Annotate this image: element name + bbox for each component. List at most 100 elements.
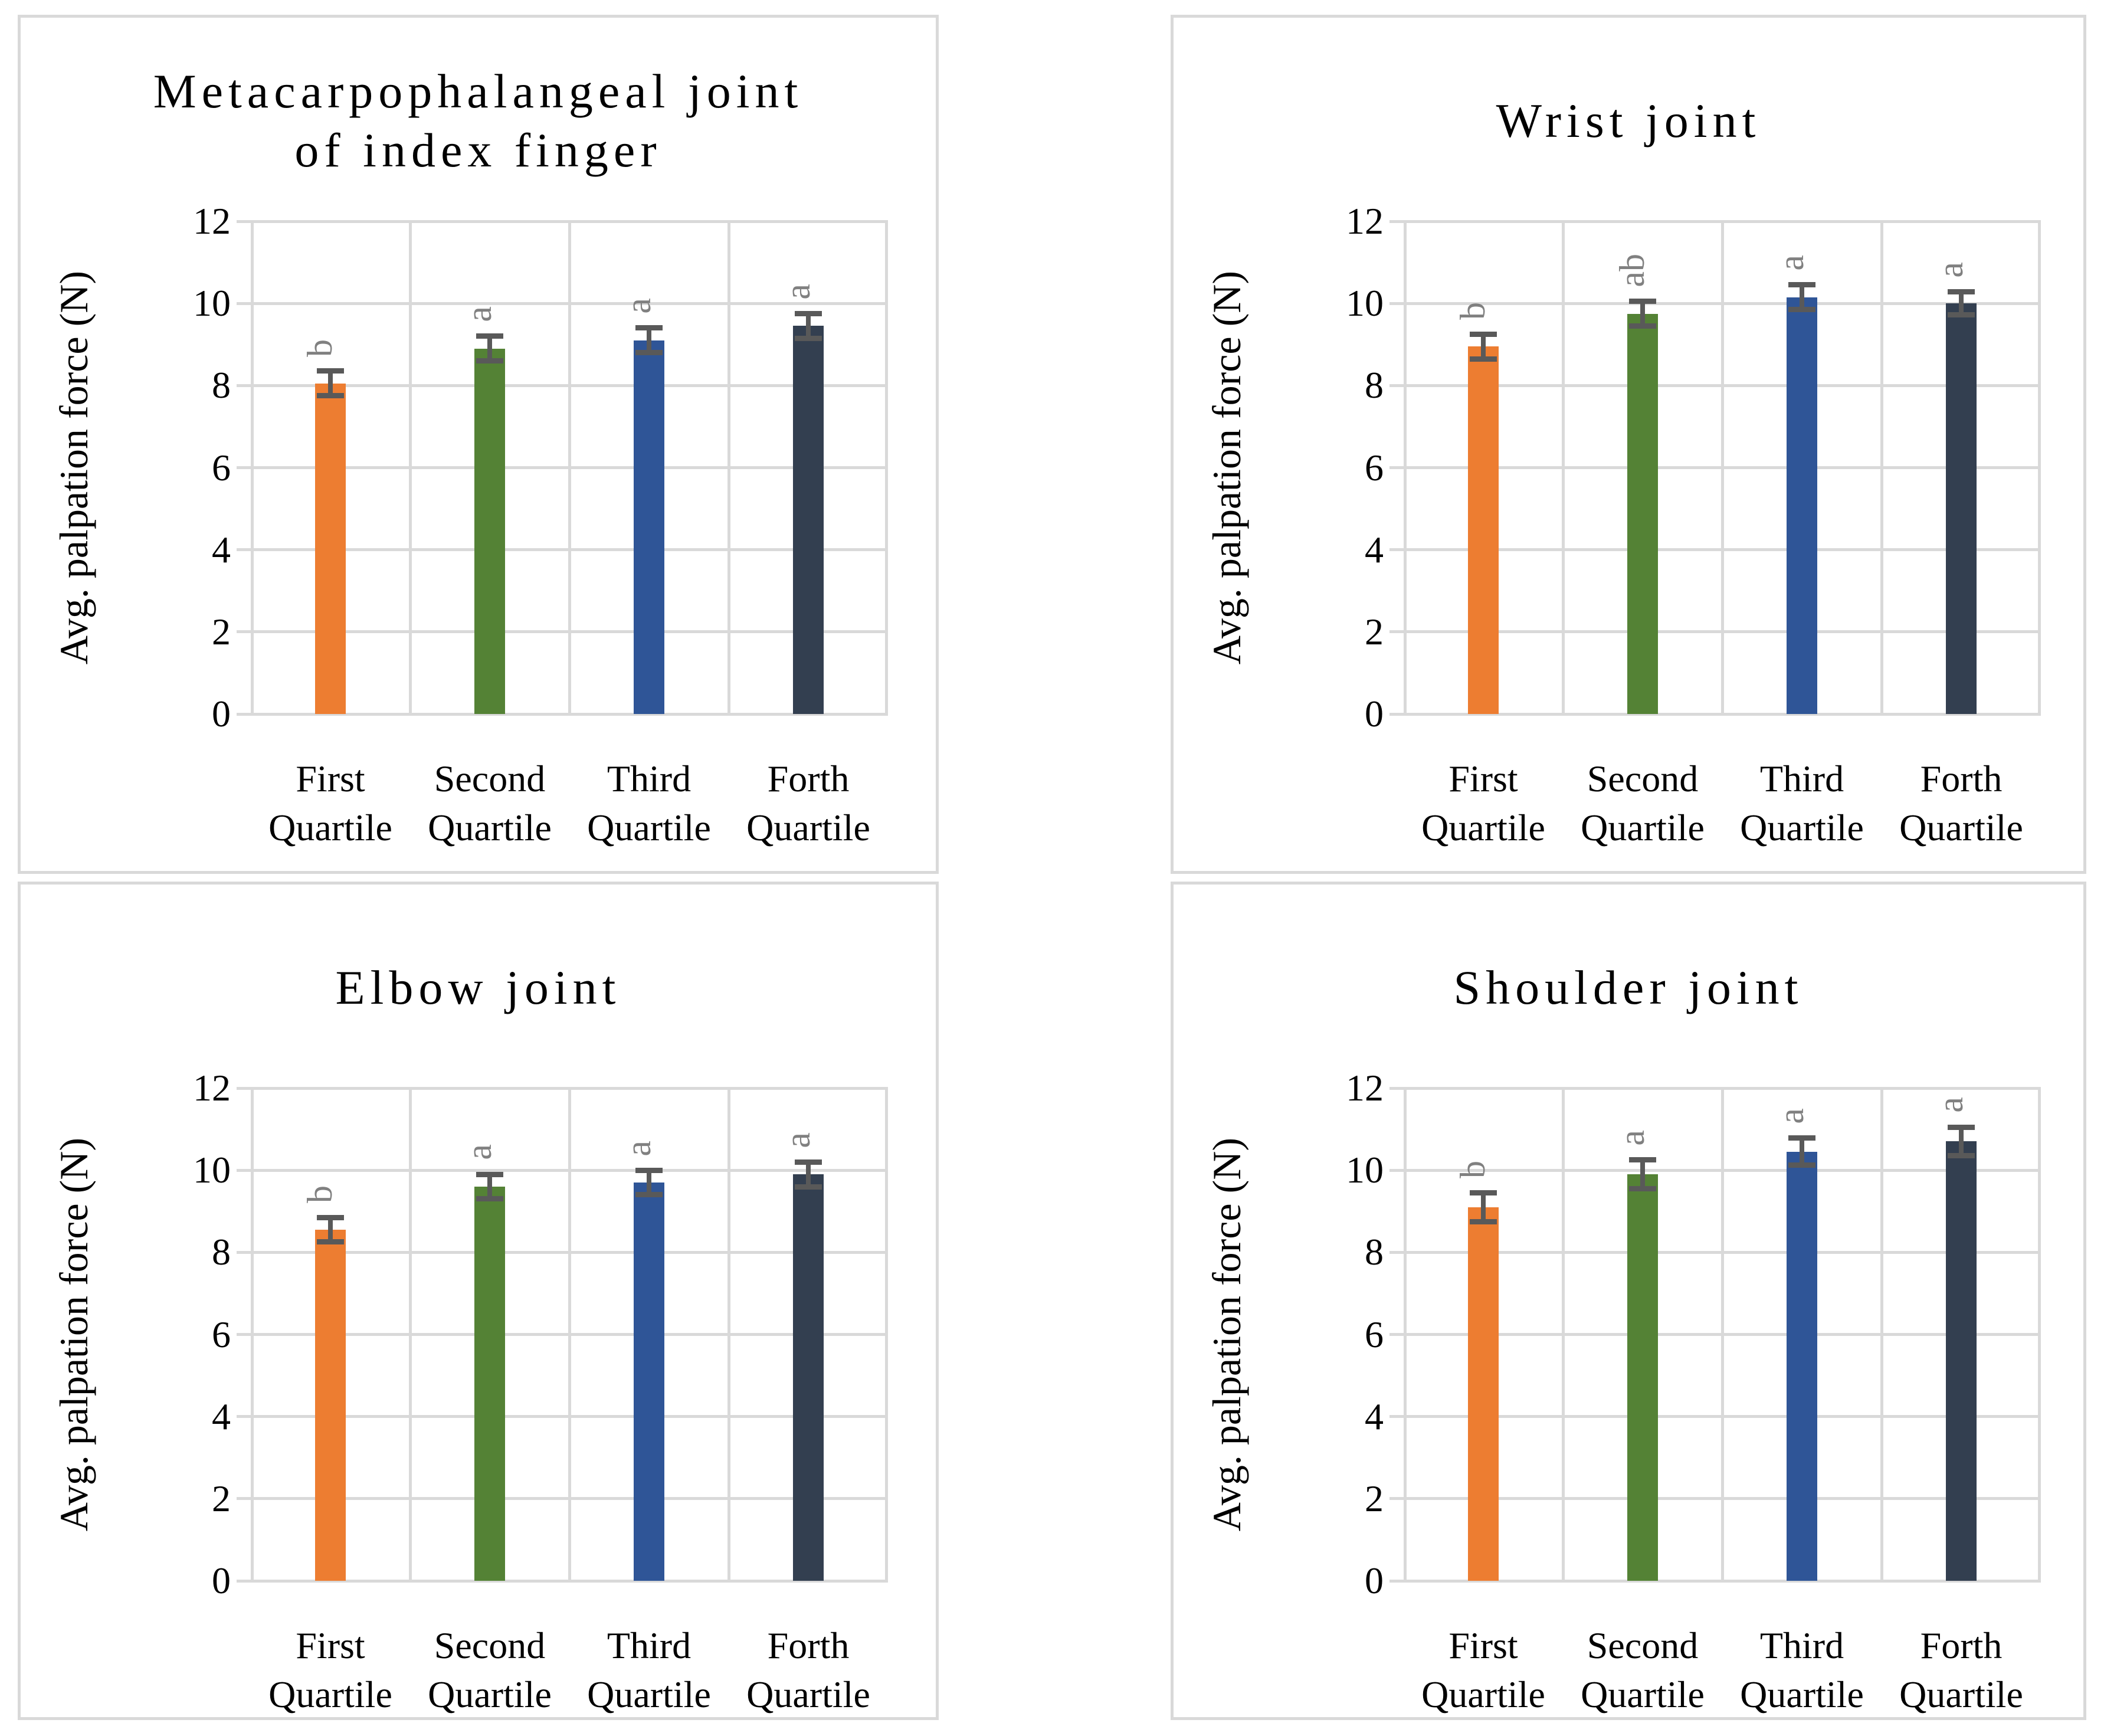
y-tick-mark: [1389, 712, 1407, 716]
v-gridline: [2038, 1088, 2041, 1581]
error-bar-line: [1959, 1127, 1964, 1156]
x-category-label: Forth Quartile: [1882, 1621, 2041, 1719]
x-category-label-line: Forth: [1920, 758, 2003, 800]
y-tick-label: 10: [1346, 282, 1384, 325]
v-gridline: [568, 1088, 571, 1581]
y-tick-label: 6: [212, 1313, 231, 1355]
y-tick-mark: [237, 1333, 254, 1336]
error-bar-cap-bottom: [317, 393, 344, 399]
chart-panel-shoulder: Shoulder joint Avg. palpation force (N) …: [1171, 882, 2086, 1720]
x-category-label-line: First: [1448, 758, 1518, 800]
y-tick-label: 8: [1365, 1231, 1384, 1273]
error-bar-cap-top: [1788, 1135, 1815, 1141]
x-category-label-line: Third: [1759, 758, 1844, 800]
y-tick-label: 6: [1365, 446, 1384, 489]
y-tick-mark: [237, 302, 254, 305]
x-category-label-line: Second: [434, 758, 546, 800]
x-category-label-line: Quartile: [1581, 807, 1705, 849]
y-tick-label: 2: [212, 610, 231, 653]
significance-letter: a: [778, 1132, 817, 1148]
error-bar-cap-top: [476, 1171, 503, 1177]
x-category-label-line: Quartile: [1899, 807, 2023, 849]
error-bar-line: [1959, 291, 1964, 315]
significance-letter: a: [460, 306, 499, 322]
bar-third-quartile: [1787, 297, 1817, 714]
bar-first-quartile: [315, 1230, 346, 1581]
h-gridline: [1404, 1579, 2041, 1583]
y-tick-mark: [237, 548, 254, 552]
error-bar-cap-top: [635, 325, 663, 331]
chart-title-line: Metacarpophalangeal joint: [153, 64, 804, 118]
significance-letter: a: [1772, 255, 1811, 271]
error-bar-cap-bottom: [317, 1239, 344, 1245]
error-bar-cap-top: [317, 368, 344, 374]
plot-area: b a a a: [237, 220, 888, 716]
x-category-label: Second Quartile: [1563, 1621, 1722, 1719]
x-category-label-line: Third: [607, 758, 691, 800]
error-bar-line: [1640, 1159, 1645, 1189]
y-tick-label: 12: [193, 1067, 231, 1109]
error-bar-cap-top: [1470, 1190, 1497, 1195]
y-tick-label: 10: [1346, 1149, 1384, 1191]
v-gridline: [1720, 221, 1724, 714]
x-category-label: First Quartile: [251, 754, 410, 852]
bar-first-quartile: [315, 383, 346, 714]
bar-forth-quartile: [793, 326, 824, 714]
bar-second-quartile: [474, 1187, 505, 1581]
y-tick-mark: [237, 1250, 254, 1254]
y-tick-label: 6: [212, 446, 231, 489]
error-bar-cap-bottom: [1948, 312, 1975, 318]
v-gridline: [568, 221, 571, 714]
error-bar-line: [1481, 334, 1486, 359]
y-tick-mark: [237, 1497, 254, 1501]
x-category-label: Third Quartile: [569, 754, 729, 852]
significance-letter: a: [460, 1144, 499, 1161]
significance-letter: a: [1931, 1097, 1970, 1113]
error-bar-line: [487, 1174, 492, 1199]
significance-letter: b: [1453, 1161, 1492, 1179]
x-category-label-line: Quartile: [587, 1673, 711, 1716]
y-axis-line: [251, 1088, 254, 1581]
error-bar-cap-bottom: [635, 350, 663, 356]
y-tick-label: 4: [1365, 1395, 1384, 1437]
y-tick-mark: [1389, 1415, 1407, 1419]
y-tick-mark: [1389, 1579, 1407, 1583]
error-bar-cap-top: [1629, 299, 1656, 304]
error-bar-cap-bottom: [1629, 323, 1656, 329]
y-tick-label: 0: [212, 1560, 231, 1601]
plot-area: b a a a: [1389, 1086, 2041, 1583]
error-bar-cap-top: [317, 1214, 344, 1220]
x-category-label-line: Quartile: [428, 1673, 552, 1716]
y-axis-line: [1404, 1088, 1407, 1581]
plot-area: b a a a: [237, 1086, 888, 1583]
chart-title: Elbow joint: [21, 896, 936, 1079]
x-category-label-line: Quartile: [268, 1673, 392, 1716]
chart-title-line: of index finger: [294, 123, 662, 177]
error-bar-line: [806, 1162, 811, 1187]
x-category-label-line: First: [296, 758, 365, 800]
error-bar-cap-top: [1948, 1124, 1975, 1130]
v-gridline: [1720, 1088, 1724, 1581]
x-category-label: Third Quartile: [1722, 754, 1882, 852]
chart-title-line: Wrist joint: [1496, 93, 1761, 148]
chart-panel-wrist: Wrist joint Avg. palpation force (N) b ab…: [1171, 15, 2086, 874]
bar-third-quartile: [634, 340, 664, 714]
y-tick-label: 10: [193, 282, 231, 325]
error-bar-cap-top: [1629, 1157, 1656, 1163]
y-tick-mark: [1389, 1168, 1407, 1172]
x-category-label: First Quartile: [1404, 1621, 1563, 1719]
x-category-label-line: Second: [1587, 758, 1699, 800]
h-gridline: [251, 712, 888, 716]
v-gridline: [1561, 1088, 1565, 1581]
chart-title: Wrist joint: [1174, 30, 2083, 212]
y-tick-mark: [1389, 302, 1407, 305]
significance-letter: a: [619, 298, 658, 314]
y-tick-label: 0: [1365, 1560, 1384, 1601]
x-category-label-line: Second: [1587, 1624, 1699, 1666]
y-axis-line: [1404, 221, 1407, 714]
chart-title: Shoulder joint: [1174, 896, 2083, 1079]
y-tick-mark: [237, 712, 254, 716]
x-category-label-line: Quartile: [1581, 1673, 1705, 1716]
x-category-label-line: Forth: [767, 758, 850, 800]
